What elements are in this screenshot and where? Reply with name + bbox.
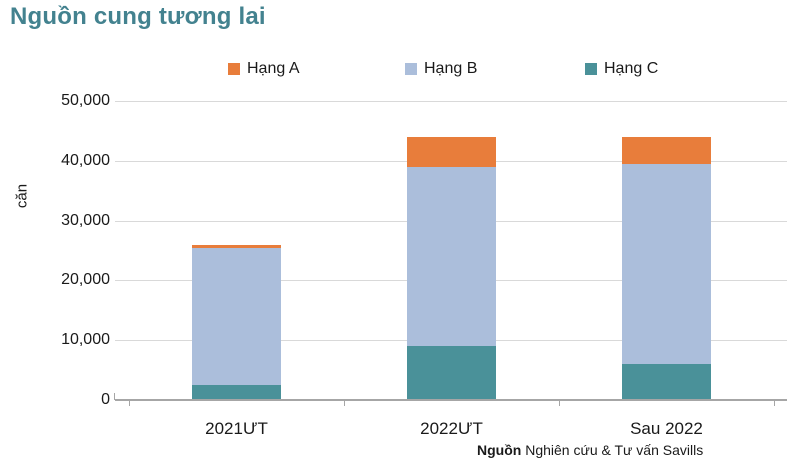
x-axis-tick [344, 401, 345, 406]
legend-label: Hạng B [424, 60, 478, 77]
source-text: Nghiên cứu & Tư vấn Savills [521, 442, 704, 458]
legend-item-hang-c: Hạng C [585, 59, 658, 79]
bar-segment [192, 247, 281, 386]
y-tick-label: 40,000 [61, 151, 110, 169]
gridline [115, 101, 787, 102]
y-tick-label: 10,000 [61, 331, 110, 349]
bar-segment [407, 166, 496, 347]
x-category-label: Sau 2022 [630, 419, 703, 438]
source-note: Nguồn Nghiên cứu & Tư vấn Savills [477, 442, 703, 458]
plot-area [115, 101, 787, 400]
y-tick-label: 20,000 [61, 271, 110, 289]
bar-segment [407, 346, 496, 400]
hang-b-swatch-icon [405, 63, 417, 75]
x-axis-tick [559, 401, 560, 406]
bar-segment [192, 244, 281, 248]
y-tick-label: 0 [101, 391, 110, 408]
bar-segment [407, 136, 496, 167]
x-axis-line [115, 399, 787, 401]
x-category-label: 2021ƯT [205, 419, 268, 438]
x-axis-tick [774, 401, 775, 406]
legend-item-hang-a: Hạng A [228, 59, 299, 79]
legend-label: Hạng A [247, 60, 300, 77]
bar-segment [622, 163, 711, 365]
y-tick-label: 30,000 [61, 211, 110, 229]
bar-segment [192, 385, 281, 400]
bar-segment [622, 364, 711, 400]
source-label: Nguồn [477, 442, 522, 458]
stacked-bar-2021ƯT [192, 244, 281, 400]
y-axis-stub [114, 393, 115, 400]
legend-item-hang-b: Hạng B [405, 59, 477, 79]
y-axis-title: căn [13, 183, 31, 209]
hang-a-swatch-icon [228, 63, 240, 75]
chart-title: Nguồn cung tương lai [10, 3, 266, 30]
x-axis-tick [129, 401, 130, 406]
bar-segment [622, 136, 711, 164]
stacked-bar-Sau 2022 [622, 136, 711, 400]
y-tick-label: 50,000 [61, 92, 110, 109]
hang-c-swatch-icon [585, 63, 597, 75]
legend-label: Hạng C [604, 60, 659, 77]
stacked-bar-2022ƯT [407, 136, 496, 400]
x-category-label: 2022ƯT [420, 419, 483, 438]
